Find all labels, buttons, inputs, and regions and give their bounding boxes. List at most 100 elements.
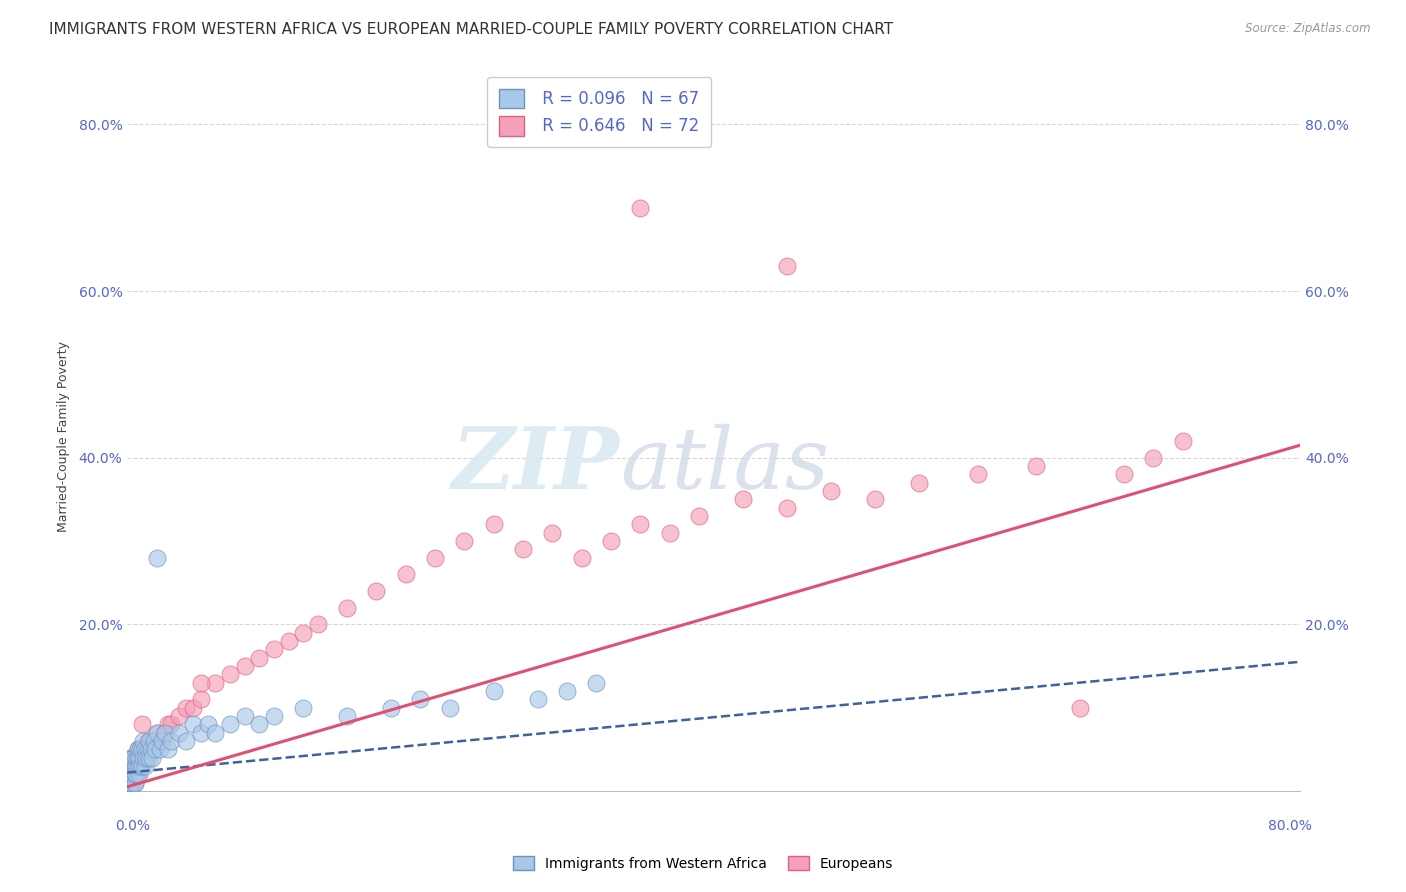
Point — [423, 550, 446, 565]
Point — [167, 725, 190, 739]
Point — [127, 750, 149, 764]
Point — [124, 759, 146, 773]
Point — [121, 767, 143, 781]
Point — [142, 734, 165, 748]
Point — [155, 725, 177, 739]
Point — [121, 775, 143, 789]
Point — [541, 525, 564, 540]
Text: ZIP: ZIP — [451, 424, 620, 507]
Point — [120, 767, 142, 781]
Point — [1171, 434, 1194, 448]
Point — [142, 742, 165, 756]
Point — [121, 767, 143, 781]
Point — [128, 750, 150, 764]
Point — [128, 750, 150, 764]
Point — [125, 759, 148, 773]
Point — [731, 492, 754, 507]
Point — [125, 767, 148, 781]
Point — [134, 742, 156, 756]
Point — [139, 742, 162, 756]
Point — [204, 725, 226, 739]
Point — [204, 675, 226, 690]
Point — [336, 600, 359, 615]
Point — [181, 700, 204, 714]
Point — [121, 750, 143, 764]
Point — [122, 759, 145, 773]
Point — [1142, 450, 1164, 465]
Point — [453, 534, 475, 549]
Point — [658, 525, 681, 540]
Point — [127, 742, 149, 756]
Point — [153, 725, 176, 739]
Point — [197, 717, 219, 731]
Point — [409, 692, 432, 706]
Point — [145, 725, 167, 739]
Legend:  R = 0.096   N = 67,  R = 0.646   N = 72: R = 0.096 N = 67, R = 0.646 N = 72 — [488, 77, 711, 147]
Point — [233, 659, 256, 673]
Point — [124, 775, 146, 789]
Point — [135, 750, 157, 764]
Point — [120, 750, 142, 764]
Point — [131, 742, 153, 756]
Point — [233, 709, 256, 723]
Point — [863, 492, 886, 507]
Point — [292, 625, 315, 640]
Point — [121, 775, 143, 789]
Point — [138, 734, 160, 748]
Point — [628, 201, 651, 215]
Y-axis label: Married-Couple Family Poverty: Married-Couple Family Poverty — [58, 342, 70, 533]
Point — [247, 650, 270, 665]
Point — [181, 717, 204, 731]
Text: IMMIGRANTS FROM WESTERN AFRICA VS EUROPEAN MARRIED-COUPLE FAMILY POVERTY CORRELA: IMMIGRANTS FROM WESTERN AFRICA VS EUROPE… — [49, 22, 893, 37]
Point — [136, 742, 159, 756]
Point — [138, 750, 160, 764]
Point — [120, 775, 142, 789]
Point — [124, 767, 146, 781]
Point — [148, 734, 170, 748]
Point — [190, 725, 212, 739]
Point — [776, 259, 799, 273]
Point — [131, 717, 153, 731]
Point — [118, 767, 141, 781]
Point — [121, 750, 143, 764]
Point — [132, 734, 155, 748]
Point — [131, 759, 153, 773]
Point — [263, 642, 285, 657]
Point — [439, 700, 461, 714]
Point — [966, 467, 988, 482]
Point — [571, 550, 593, 565]
Point — [157, 742, 180, 756]
Point — [395, 567, 418, 582]
Point — [128, 767, 150, 781]
Point — [218, 717, 240, 731]
Point — [118, 775, 141, 789]
Point — [118, 759, 141, 773]
Point — [174, 734, 197, 748]
Point — [157, 717, 180, 731]
Text: 0.0%: 0.0% — [115, 819, 150, 833]
Point — [908, 475, 931, 490]
Point — [120, 775, 142, 789]
Point — [129, 759, 152, 773]
Point — [136, 734, 159, 748]
Point — [134, 742, 156, 756]
Point — [247, 717, 270, 731]
Text: Source: ZipAtlas.com: Source: ZipAtlas.com — [1246, 22, 1371, 36]
Point — [118, 775, 141, 789]
Point — [120, 759, 142, 773]
Point — [218, 667, 240, 681]
Point — [1114, 467, 1136, 482]
Point — [120, 759, 142, 773]
Point — [307, 617, 329, 632]
Point — [366, 584, 388, 599]
Point — [776, 500, 799, 515]
Point — [124, 759, 146, 773]
Point — [121, 759, 143, 773]
Point — [129, 742, 152, 756]
Point — [585, 675, 607, 690]
Point — [127, 742, 149, 756]
Point — [139, 734, 162, 748]
Point — [482, 684, 505, 698]
Point — [190, 692, 212, 706]
Point — [512, 542, 534, 557]
